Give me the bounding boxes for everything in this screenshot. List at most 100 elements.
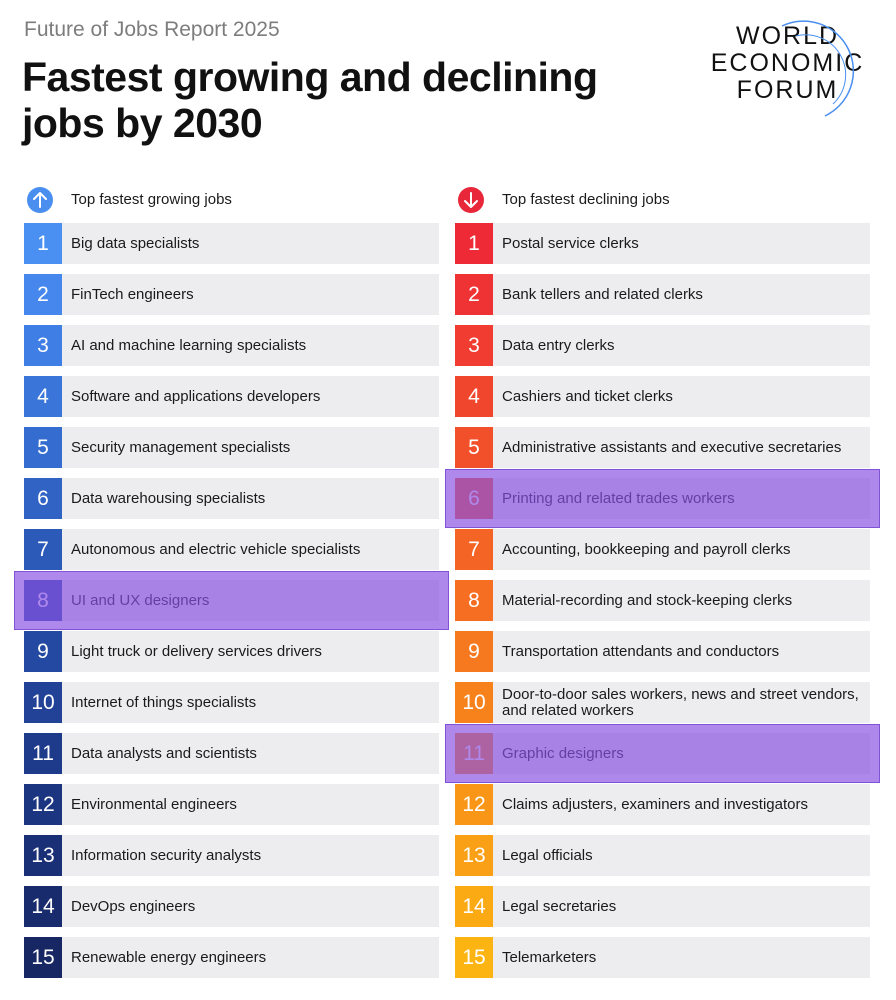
rank-badge: 14 (24, 886, 62, 927)
job-title: Cashiers and ticket clerks (502, 376, 862, 417)
rank-badge: 1 (455, 223, 493, 264)
job-title-text: Material-recording and stock-keeping cle… (502, 591, 793, 609)
rank-badge: 15 (24, 937, 62, 978)
rank-badge: 11 (24, 733, 62, 774)
growing-job-row: 2 FinTech engineers (24, 274, 439, 315)
growing-jobs-column: Top fastest growing jobs 1 Big data speci… (24, 184, 439, 978)
wef-logo: WORLD ECONOMIC FORUM (700, 16, 875, 121)
job-title: Autonomous and electric vehicle speciali… (71, 529, 431, 570)
rank-badge: 10 (24, 682, 62, 723)
growing-jobs-header: Top fastest growing jobs (24, 184, 439, 220)
rank-badge: 3 (24, 325, 62, 366)
logo-arc-icon (781, 20, 855, 117)
growing-job-row: 9 Light truck or delivery services driver… (24, 631, 439, 672)
job-title-text: Light truck or delivery services drivers (71, 642, 322, 660)
job-title-text: Autonomous and electric vehicle speciali… (71, 540, 361, 558)
job-title-text: Administrative assistants and executive … (502, 438, 842, 456)
growing-job-row: 11 Data analysts and scientists (24, 733, 439, 774)
rank-badge: 9 (24, 631, 62, 672)
declining-job-row: 9 Transportation attendants and conductor… (455, 631, 870, 672)
job-title-text: Transportation attendants and conductors (502, 642, 780, 660)
rank-badge: 7 (455, 529, 493, 570)
job-title: Accounting, bookkeeping and payroll cler… (502, 529, 862, 570)
declining-job-row: 7 Accounting, bookkeeping and payroll cle… (455, 529, 870, 570)
job-title: Material-recording and stock-keeping cle… (502, 580, 862, 621)
rank-badge: 4 (455, 376, 493, 417)
rank-badge: 13 (24, 835, 62, 876)
job-title-text: Data warehousing specialists (71, 489, 266, 507)
job-title-text: FinTech engineers (71, 285, 194, 303)
report-label: Future of Jobs Report 2025 (24, 18, 280, 41)
job-title: Bank tellers and related clerks (502, 274, 862, 315)
rank-badge: 1 (24, 223, 62, 264)
rank-badge: 10 (455, 682, 493, 723)
growing-job-row: 1 Big data specialists (24, 223, 439, 264)
declining-job-row: 1 Postal service clerks (455, 223, 870, 264)
growing-job-row: 10 Internet of things specialists (24, 682, 439, 723)
declining-job-row: 10 Door-to-door sales workers, news and s… (455, 682, 870, 723)
logo-line-3: FORUM (736, 76, 839, 104)
highlight-box (445, 724, 880, 783)
growing-job-row: 7 Autonomous and electric vehicle special… (24, 529, 439, 570)
rank-badge: 6 (24, 478, 62, 519)
job-title-text: Information security analysts (71, 846, 262, 864)
rank-badge: 8 (455, 580, 493, 621)
job-title: Software and applications developers (71, 376, 431, 417)
job-title-text: Bank tellers and related clerks (502, 285, 703, 303)
job-title-text: Legal secretaries (502, 897, 617, 915)
rank-badge: 5 (24, 427, 62, 468)
growing-job-row: 14 DevOps engineers (24, 886, 439, 927)
declining-jobs-heading: Top fastest declining jobs (502, 191, 670, 208)
rank-badge: 15 (455, 937, 493, 978)
job-title-text: Environmental engineers (71, 795, 237, 813)
job-title: Data warehousing specialists (71, 478, 431, 519)
job-title-text: Renewable energy engineers (71, 948, 267, 966)
job-title-text: Claims adjusters, examiners and investig… (502, 795, 808, 813)
rank-badge: 13 (455, 835, 493, 876)
job-title-text: Telemarketers (502, 948, 597, 966)
declining-job-row: 5 Administrative assistants and executive… (455, 427, 870, 468)
job-title: Postal service clerks (502, 223, 862, 264)
job-title-text: Data analysts and scientists (71, 744, 257, 762)
job-title: Claims adjusters, examiners and investig… (502, 784, 862, 825)
job-title: AI and machine learning specialists (71, 325, 431, 366)
growing-job-row: 13 Information security analysts (24, 835, 439, 876)
rank-badge: 3 (455, 325, 493, 366)
job-title: Telemarketers (502, 937, 862, 978)
title-line-2: jobs by 2030 (22, 100, 263, 146)
job-title-text: Accounting, bookkeeping and payroll cler… (502, 540, 791, 558)
job-title-text: Software and applications developers (71, 387, 321, 405)
job-title: Renewable energy engineers (71, 937, 431, 978)
rank-badge: 9 (455, 631, 493, 672)
job-title: Big data specialists (71, 223, 431, 264)
declining-job-row: 13 Legal officials (455, 835, 870, 876)
job-title: Door-to-door sales workers, news and str… (502, 682, 862, 723)
job-title: Legal secretaries (502, 886, 862, 927)
job-title: Security management specialists (71, 427, 431, 468)
highlight-box (445, 469, 880, 528)
job-title: Light truck or delivery services drivers (71, 631, 431, 672)
rank-badge: 14 (455, 886, 493, 927)
job-title: Data analysts and scientists (71, 733, 431, 774)
job-title: Administrative assistants and executive … (502, 427, 862, 468)
job-title-text: Internet of things specialists (71, 693, 257, 711)
rank-badge: 5 (455, 427, 493, 468)
job-title-text: AI and machine learning specialists (71, 336, 307, 354)
arrow-up-icon (27, 187, 53, 213)
declining-job-row: 14 Legal secretaries (455, 886, 870, 927)
job-title-text: Legal officials (502, 846, 593, 864)
job-title: FinTech engineers (71, 274, 431, 315)
job-title-text: Big data specialists (71, 234, 200, 252)
job-title: Information security analysts (71, 835, 431, 876)
rank-badge: 2 (455, 274, 493, 315)
job-title-text: DevOps engineers (71, 897, 196, 915)
declining-job-row: 15 Telemarketers (455, 937, 870, 978)
rank-badge: 12 (24, 784, 62, 825)
job-title-text: Security management specialists (71, 438, 291, 456)
rank-badge: 12 (455, 784, 493, 825)
job-title-text: Cashiers and ticket clerks (502, 387, 673, 405)
declining-job-row: 3 Data entry clerks (455, 325, 870, 366)
growing-job-row: 12 Environmental engineers (24, 784, 439, 825)
rank-badge: 2 (24, 274, 62, 315)
declining-job-row: 12 Claims adjusters, examiners and invest… (455, 784, 870, 825)
